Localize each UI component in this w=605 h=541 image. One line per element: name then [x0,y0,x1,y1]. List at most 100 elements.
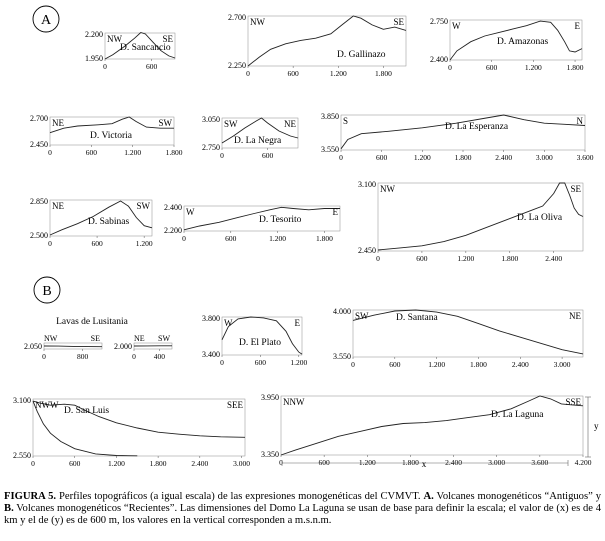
y-scale-marker: y [585,396,599,458]
x-tick-label: 0 [31,459,35,468]
y-tick-top: 3.050 [202,115,220,124]
profile-name: D. Victoria [90,131,133,141]
direction-right: SW [158,334,170,343]
y-tick-bottom: 3.350 [261,450,279,459]
x-tick-label: 1.800 [455,153,472,162]
panel-label-a-text: A [41,13,52,28]
x-tick-label: 3.000 [554,360,571,369]
x-tick-label: 600 [69,459,81,468]
profile-line [43,345,103,348]
panel-label-b: B [33,276,61,304]
x-tick-label: 0 [132,352,136,361]
profile-name: D. Tesorito [259,215,302,225]
profile-name: D. Sancancio [120,43,171,53]
x-tick-label: 1.200 [359,458,376,467]
x-tick-label: 0 [376,254,380,263]
x-tick-label: 1.200 [525,63,542,72]
caption-b-label: B. [4,503,14,514]
caption-text-3: Volcanes monogenéticos “Recientes”. Las … [4,503,601,526]
x-tick-label: 1.200 [414,153,431,162]
direction-right: SE [570,184,581,194]
y-tick-bottom: 2.200 [164,226,182,235]
profile-line [280,395,584,456]
y-tick-top: 2.700 [30,114,48,123]
x-tick-label: 1.200 [290,358,307,367]
x-tick-label: 0 [351,360,355,369]
profile-line [104,31,176,60]
y-tick-top: 3.100 [13,396,31,405]
x-tick-label: 0 [103,62,107,71]
caption-a-label: A. [423,491,434,502]
x-tick-label: 600 [319,458,331,467]
caption-text-2: Volcanes monogenéticos “Antiguos” y [433,491,601,502]
profile-line-secondary [32,400,138,457]
y-tick-top: 2.200 [85,30,103,39]
x-tick-label: 600 [255,358,267,367]
y-tick-top: 4.000 [333,307,351,316]
direction-left: NW [107,34,122,44]
direction-right: N [577,116,584,126]
x-tick-label: 1.800 [470,360,487,369]
profile-line [221,316,303,355]
x-tick-label: 600 [91,239,103,248]
x-tick-label: 2.400 [495,153,512,162]
profile-line [449,20,583,61]
y-tick: 2.050 [24,342,42,351]
direction-right: SE [162,34,173,44]
profile-name: D. El Plato [239,338,281,348]
x-tick-label: 1.800 [166,148,183,157]
plot-frame [247,15,407,67]
x-tick-label: 600 [376,153,388,162]
x-tick-label: 0 [339,153,343,162]
y-tick-top: 2.700 [228,13,246,22]
direction-right: E [333,207,339,217]
x-tick-label: 2.400 [445,458,462,467]
profile-name: D. Gallinazo [337,50,386,60]
x-tick-label: 2.400 [512,360,529,369]
profile-name: D. La Laguna [491,410,544,420]
plot-frame [32,398,246,457]
profile-name: D. La Negra [234,136,282,146]
direction-left: NW [380,184,395,194]
x-tick-label: 3.600 [531,458,548,467]
x-tick-label: 1.200 [269,234,286,243]
figure-caption: FIGURA 5. Perfiles topográficos (a igual… [4,491,601,527]
y-tick-bottom: 2.550 [13,451,31,460]
profile-name: D. La Esperanza [445,122,509,132]
profile-name: D. La Oliva [517,213,563,223]
plot-frame [183,205,341,232]
plot-frame [377,182,584,252]
direction-left: NW [44,334,58,343]
x-tick-label: 3.000 [536,153,553,162]
profile-line [221,117,299,144]
x-tick-label: 0 [42,352,46,361]
x-tick-label: 0 [448,63,452,72]
plot-frame [449,19,583,61]
direction-left: S [343,116,348,126]
profile-line [377,182,584,251]
y-tick-bottom: 3.550 [321,145,339,154]
caption-figure-label: FIGURA 5. [4,491,57,502]
y-tick-top: 2.400 [164,203,182,212]
x-tick-label: 0 [279,458,283,467]
direction-left: NE [52,118,64,128]
x-tick-label: 600 [262,151,274,160]
panel-label-a: A [32,5,60,33]
direction-left: NWW [35,400,59,410]
direction-right: NE [569,311,581,321]
direction-right: SW [159,118,173,128]
direction-right: NE [284,119,296,129]
lusitania-group-title: Lavas de Lusitania [56,317,129,327]
plot-frame [49,199,153,237]
x-scale-label: x [422,459,427,469]
x-tick-label: 3.000 [488,458,505,467]
plot-frame [352,309,584,358]
